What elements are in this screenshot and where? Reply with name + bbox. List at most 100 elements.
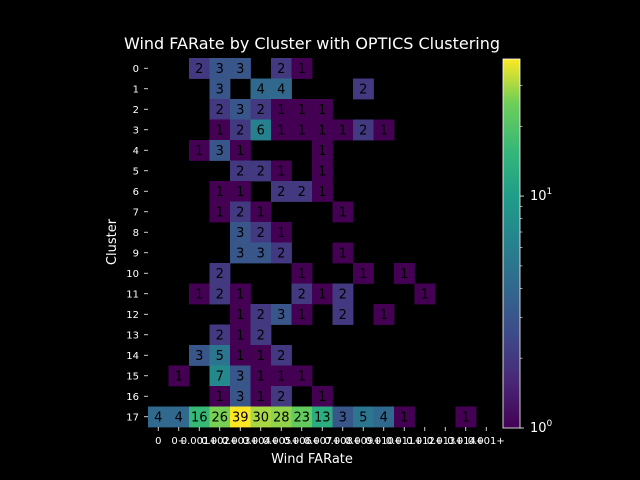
y-tick-label: 11 [126, 289, 139, 300]
x-tick-label: 0.009+ [345, 436, 382, 447]
heatmap-cell [271, 78, 292, 100]
heatmap-cell [209, 201, 231, 223]
x-tick-label: 0.012+ [406, 436, 443, 447]
cell-value-label: 2 [298, 185, 306, 200]
y-tick-label: 7 [133, 207, 139, 218]
heatmap-cell [209, 58, 231, 79]
heatmap-cell [291, 99, 313, 120]
cell-value-label: 39 [232, 410, 249, 425]
heatmap-cell [353, 263, 374, 284]
cell-value-label: 1 [380, 308, 388, 323]
cell-value-label: 1 [195, 287, 203, 302]
cell-value-label: 2 [236, 164, 244, 179]
heatmap-cell [168, 365, 190, 387]
heatmap-cell [312, 99, 333, 120]
y-tick-label: 10 [126, 269, 139, 280]
heatmap-cell [394, 263, 415, 284]
cell-value-label: 13 [314, 410, 331, 425]
heatmap-cell [332, 119, 354, 141]
cell-value-label: 3 [216, 62, 224, 77]
cell-value-label: 2 [236, 123, 244, 138]
heatmap-cell [332, 201, 354, 223]
cell-value-label: 6 [257, 123, 265, 138]
cell-value-label: 1 [462, 410, 470, 425]
y-tick-label: 4 [133, 146, 139, 157]
cell-value-label: 1 [277, 123, 285, 138]
cell-value-label: 4 [257, 82, 265, 97]
heatmap-cell [250, 160, 272, 182]
cell-value-label: 2 [257, 308, 265, 323]
heatmap-cell [250, 78, 272, 100]
heatmap-cell [189, 140, 210, 161]
cell-value-label: 1 [257, 349, 265, 364]
heatmap-cell [189, 406, 210, 428]
heatmap-cell [353, 119, 374, 141]
heatmap-cell [209, 365, 231, 387]
chart-title: Wind FARate by Cluster with OPTICS Clust… [124, 34, 500, 53]
y-tick-label: 13 [126, 330, 139, 341]
heatmap-cell [353, 78, 374, 100]
cell-value-label: 2 [195, 62, 203, 77]
cell-value-label: 1 [236, 144, 244, 159]
y-tick-label: 5 [133, 166, 139, 177]
heatmap-cell [271, 304, 292, 325]
cell-value-label: 2 [236, 205, 244, 220]
heatmap-cell [250, 99, 272, 120]
cell-value-label: 1 [318, 185, 326, 200]
cell-value-label: 1 [236, 185, 244, 200]
cell-value-label: 4 [380, 410, 388, 425]
cell-value-label: 3 [236, 246, 244, 261]
cell-value-label: 28 [273, 410, 290, 425]
cell-value-label: 1 [318, 123, 326, 138]
y-tick-label: 14 [126, 351, 139, 362]
cell-value-label: 2 [277, 246, 285, 261]
cell-value-label: 1 [236, 349, 244, 364]
cell-value-label: 2 [216, 328, 224, 343]
cell-value-label: 1 [339, 246, 347, 261]
cell-value-label: 23 [293, 410, 310, 425]
heatmap-cell [209, 78, 231, 100]
heatmap-cell [209, 99, 231, 120]
cell-value-label: 1 [400, 410, 408, 425]
heatmap-cell [271, 181, 292, 202]
heatmap-cell [250, 119, 272, 141]
cell-value-label: 1 [216, 390, 224, 405]
heatmap-cell [353, 406, 374, 428]
cell-value-label: 2 [277, 390, 285, 405]
colorbar-tick-label: 100 [530, 419, 553, 436]
cell-value-label: 1 [400, 267, 408, 282]
heatmap-cell [271, 99, 292, 120]
heatmap-cell [209, 345, 231, 366]
heatmap-cell [230, 181, 251, 202]
heatmap-cell [271, 406, 292, 428]
heatmap-cell [209, 324, 231, 346]
x-tick-label: 0.004+ [242, 436, 279, 447]
heatmap-cell [209, 406, 231, 428]
x-tick-label: 0.013+ [427, 436, 464, 447]
cell-value-label: 1 [236, 328, 244, 343]
cell-value-label: 5 [359, 410, 367, 425]
cell-value-label: 1 [277, 226, 285, 241]
heatmap-cell [230, 160, 251, 182]
cell-value-label: 1 [257, 205, 265, 220]
y-tick-label: 15 [126, 371, 139, 382]
heatmap-cell [332, 406, 354, 428]
cell-value-label: 7 [216, 369, 224, 384]
heatmap-cell [250, 222, 272, 243]
heatmap-cell [230, 324, 251, 346]
cell-value-label: 2 [359, 82, 367, 97]
cell-value-label: 3 [339, 410, 347, 425]
cell-value-label: 1 [298, 103, 306, 118]
heatmap-cell [250, 406, 272, 428]
heatmap-cell [291, 283, 313, 305]
x-tick-label: 0.002+ [201, 436, 238, 447]
heatmap-cell [189, 345, 210, 366]
cell-value-label: 1 [195, 144, 203, 159]
heatmap-cell [271, 242, 292, 264]
heatmap-cell [291, 365, 313, 387]
x-axis-label: Wind FARate [271, 452, 353, 467]
heatmap-cell [189, 58, 210, 79]
heatmap-cell [312, 181, 333, 202]
cell-value-label: 1 [318, 144, 326, 159]
cell-value-label: 1 [298, 308, 306, 323]
